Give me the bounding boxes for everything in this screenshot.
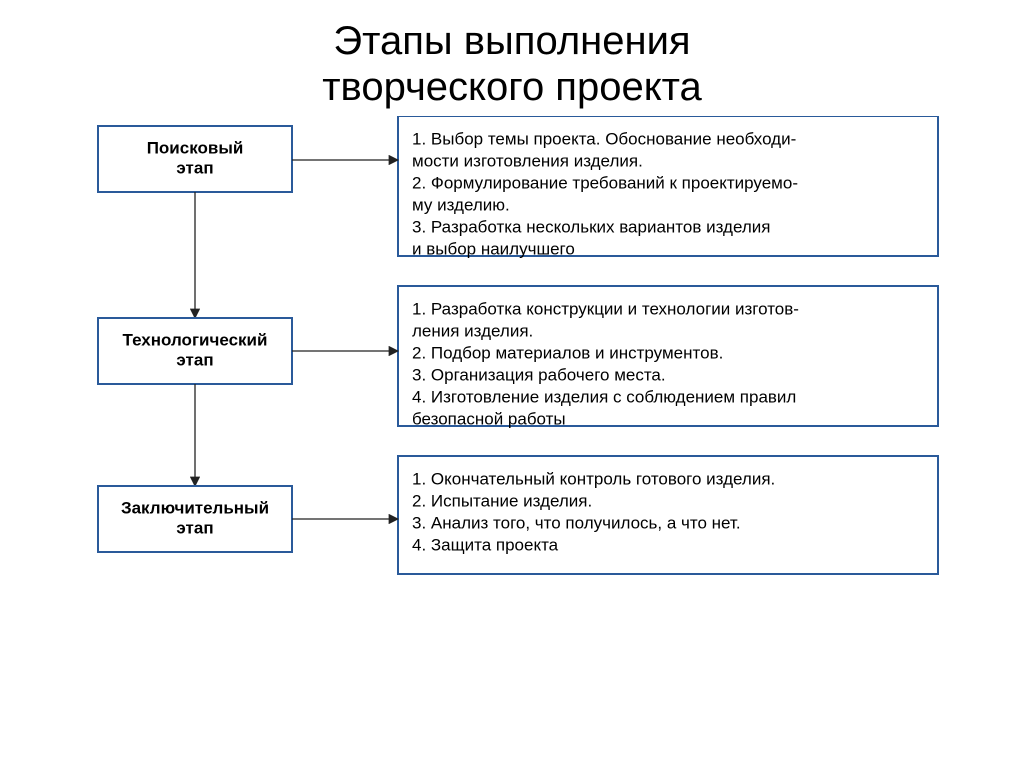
stage-label-s1-1: этап <box>176 158 213 177</box>
detail-line-s2-0: 1. Разработка конструкции и технологии и… <box>412 299 799 318</box>
detail-line-s3-2: 3. Анализ того, что получилось, а что не… <box>412 513 741 532</box>
detail-line-s1-4: 3. Разработка нескольких вариантов издел… <box>412 217 770 236</box>
detail-line-s2-2: 2. Подбор материалов и инструментов. <box>412 343 723 362</box>
stage-label-s2-1: этап <box>176 350 213 369</box>
detail-line-s1-5: и выбор наилучшего <box>412 239 575 258</box>
page-title: Этапы выполнения творческого проекта <box>0 0 1024 116</box>
detail-line-s3-1: 2. Испытание изделия. <box>412 491 592 510</box>
stage-label-s1-0: Поисковый <box>147 138 244 157</box>
stage-label-s3-1: этап <box>176 518 213 537</box>
detail-line-s2-5: безопасной работы <box>412 409 566 428</box>
detail-line-s1-0: 1. Выбор темы проекта. Обоснование необх… <box>412 129 796 148</box>
stage-label-s2-0: Технологический <box>123 330 268 349</box>
detail-line-s3-3: 4. Защита проекта <box>412 535 559 554</box>
detail-line-s2-1: ления изделия. <box>412 321 533 340</box>
detail-line-s1-2: 2. Формулирование требований к проектиру… <box>412 173 798 192</box>
stage-label-s3-0: Заключительный <box>121 498 269 517</box>
detail-line-s1-3: му изделию. <box>412 195 510 214</box>
detail-line-s2-4: 4. Изготовление изделия с соблюдением пр… <box>412 387 796 406</box>
detail-line-s3-0: 1. Окончательный контроль готового издел… <box>412 469 775 488</box>
detail-line-s2-3: 3. Организация рабочего места. <box>412 365 666 384</box>
flowchart: Поисковыйэтап1. Выбор темы проекта. Обос… <box>0 116 1024 756</box>
title-line-1: Этапы выполнения <box>333 19 690 63</box>
title-line-2: творческого проекта <box>322 65 702 109</box>
detail-line-s1-1: мости изготовления изделия. <box>412 151 643 170</box>
